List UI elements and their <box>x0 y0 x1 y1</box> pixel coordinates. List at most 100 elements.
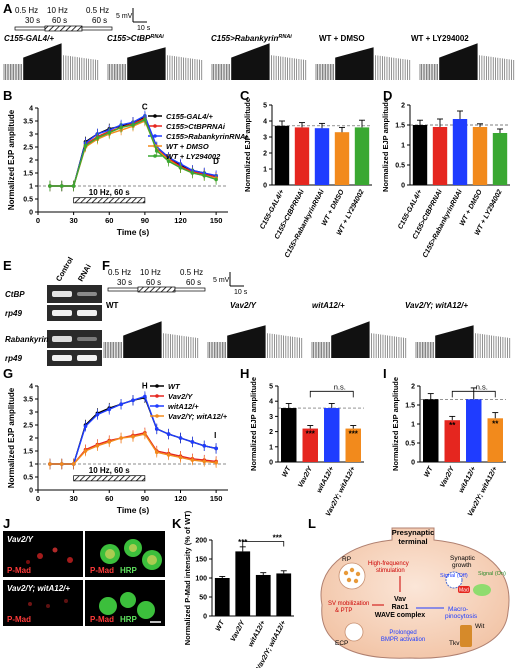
panel-a-protocol: 0.5 Hz 30 s 10 Hz 60 s 0.5 Hz 60 s <box>14 6 113 32</box>
data-point <box>48 184 52 188</box>
image-j-2-pmad <box>3 580 83 626</box>
data-point <box>143 117 147 122</box>
y-tick-label: 100 <box>195 576 207 583</box>
category-label: witA12/+ <box>316 466 336 495</box>
gel-row-rp49-2: rp49 <box>5 354 22 363</box>
marker-h: H <box>142 382 148 391</box>
data-point <box>166 432 171 436</box>
data-point <box>107 407 112 412</box>
marker-i: I <box>214 431 216 440</box>
rp-pool <box>338 562 366 590</box>
y-tick-label: 0.5 <box>395 163 405 170</box>
diagram-vav: Vav <box>394 596 406 603</box>
diagram-signal-off: Signal (Off) <box>440 573 468 579</box>
ns-bracket <box>451 390 496 398</box>
y-axis-label: Normalized EJP amplitude <box>391 377 400 471</box>
panel-c-label: C <box>240 88 250 103</box>
diagram-title-2: terminal <box>398 537 427 546</box>
chart-h: 0 1 2 3 4 5 Normalized EJP amplitude WT *** Vav2/… <box>249 377 364 518</box>
bar <box>472 127 488 185</box>
bar <box>423 399 439 462</box>
x-tick-label: 0 <box>36 494 40 503</box>
data-point <box>119 436 123 440</box>
diagram-rp: RP <box>342 556 351 563</box>
data-point <box>59 184 64 188</box>
y-tick-label: 2 <box>401 103 405 110</box>
bar <box>412 125 428 185</box>
condition-a-5: WT + LY294002 <box>411 34 469 43</box>
y-tick-label: 0.5 <box>23 475 33 482</box>
data-point <box>131 123 135 127</box>
f-scale-voltage: 5 mV <box>213 277 230 284</box>
data-point <box>190 458 195 462</box>
x-tick-label: 120 <box>174 494 187 503</box>
y-axis-label: Normalized EJP amplitude <box>7 109 16 210</box>
condition-a-2-name: C155>CtBP <box>107 34 151 43</box>
legend-marker <box>153 124 157 128</box>
panel-h-label: H <box>240 366 249 381</box>
bar <box>214 578 230 616</box>
y-tick-label: 1 <box>411 422 415 429</box>
legend-marker <box>155 414 159 418</box>
diagram-macro-2: pinocytosis <box>445 613 478 620</box>
y-tick-label: 1 <box>29 462 33 469</box>
category-label: WT <box>281 465 293 479</box>
panel-i-label: I <box>383 366 387 381</box>
panel-l: L Presynaptic terminal Synaptic growth R… <box>308 516 510 659</box>
image-j-1-merge-pmad: P-Mad <box>90 566 114 575</box>
diagram-prolonged-2: BMPR activation <box>381 637 425 643</box>
legend-marker <box>153 114 157 118</box>
category-label: witA12/+ <box>247 620 267 649</box>
category-label: WT <box>423 465 435 479</box>
bar <box>294 127 310 185</box>
gel-col-control: Control <box>54 255 75 283</box>
y-tick-label: 0 <box>411 460 415 467</box>
panel-b: B 0 30 60 90 120 150 0 0.5 1 1.5 2 2.5 3 3.5 4 Time (s)… <box>3 88 248 237</box>
f-protocol-dur-2: 60 s <box>146 278 161 287</box>
significance-mark: *** <box>238 538 248 547</box>
ejp-trace-block <box>123 321 162 358</box>
scale-voltage: 5 mV <box>116 13 133 20</box>
data-point <box>178 455 183 460</box>
diagram-prolonged-1: Prolonged <box>389 630 416 636</box>
panel-f-label: F <box>102 258 110 273</box>
rp-vesicles <box>343 567 361 584</box>
legend-entry: WT + LY294002 <box>166 152 221 161</box>
x-tick-label: 150 <box>210 494 223 503</box>
bar <box>324 408 340 462</box>
condition-a-3-name: C155>Rabankyrin <box>211 34 278 43</box>
chart-i: 0 0.5 1 1.5 2 Normalized EJP amplitude WT ** Vav… <box>391 377 506 518</box>
y-tick-label: 50 <box>199 595 207 602</box>
bar <box>255 574 271 616</box>
x-tick-label: 30 <box>69 216 77 225</box>
stim-bar <box>73 197 146 204</box>
y-tick-label: 0 <box>269 460 273 467</box>
y-axis-label: Normalized EJP amplitude <box>7 387 16 488</box>
data-point <box>166 159 171 164</box>
x-tick-label: 60 <box>105 216 113 225</box>
y-tick-label: 0 <box>263 183 267 190</box>
mad-box <box>458 586 470 593</box>
diagram-title-1: Presynaptic <box>392 528 435 537</box>
category-label: Vav2/Y <box>230 618 247 643</box>
bar <box>444 420 460 462</box>
ecp-pool <box>344 622 364 642</box>
bar <box>235 551 251 616</box>
x-axis-label: Time (s) <box>117 505 150 515</box>
y-tick-label: 3.5 <box>23 397 33 404</box>
panel-d-label: D <box>383 88 392 103</box>
image-j-1-pmad-label: P-Mad <box>7 566 31 575</box>
bar <box>432 127 448 185</box>
diagram-synaptic-2: growth <box>452 562 472 569</box>
panel-g-label: G <box>3 366 13 381</box>
ejp-trace-block <box>335 47 374 80</box>
data-point <box>190 440 195 444</box>
x-tick-label: 0 <box>36 216 40 225</box>
y-tick-label: 2 <box>269 429 273 436</box>
legend-entry: WT <box>168 382 181 391</box>
y-tick-label: 1.5 <box>405 403 415 410</box>
y-tick-label: 1 <box>269 444 273 451</box>
